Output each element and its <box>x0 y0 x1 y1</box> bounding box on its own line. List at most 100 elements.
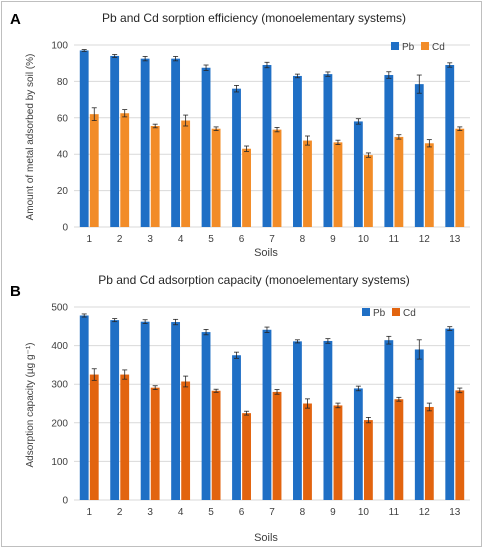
x-tick-label: 7 <box>269 234 275 245</box>
bar-pb <box>445 65 455 228</box>
bar-cd <box>363 155 373 227</box>
y-tick-label: 0 <box>62 496 68 507</box>
x-tick-label: 13 <box>449 234 461 245</box>
bar-pb <box>353 388 363 500</box>
bar-cd <box>424 406 434 500</box>
bar-pb <box>171 322 181 500</box>
bar-cd <box>333 405 343 500</box>
x-tick-label: 5 <box>208 507 214 518</box>
x-tick-label: 8 <box>300 507 306 518</box>
y-tick-label: 60 <box>57 113 69 124</box>
x-tick-label: 5 <box>208 234 214 245</box>
bar-cd <box>242 148 251 227</box>
legend-swatch-pb-b <box>362 308 370 316</box>
x-tick-label: 8 <box>300 234 306 245</box>
bar-cd <box>272 391 282 500</box>
x-tick-label: 11 <box>389 234 400 245</box>
y-tick-labels-b: 0 100 200 300 400 500 <box>51 303 68 507</box>
y-tick-label: 400 <box>51 341 68 352</box>
y-tick-label: 20 <box>57 186 69 197</box>
bar-cd <box>150 125 160 227</box>
bar-pb <box>323 74 333 228</box>
bar-cd <box>211 128 221 227</box>
bar-pb <box>262 329 272 500</box>
y-axis-label-a: Amount of metal adsorbed by soil (%) <box>25 54 36 221</box>
bar-cd <box>363 420 373 500</box>
bar-cd <box>181 120 191 227</box>
bar-cd <box>455 390 465 500</box>
x-tick-labels-b: 1 2 3 4 5 6 7 8 9 10 11 12 13 <box>86 507 460 518</box>
y-tick-label: 500 <box>51 303 68 314</box>
bar-pb <box>323 340 333 500</box>
bar-pb <box>293 75 302 227</box>
bar-pb <box>384 75 394 227</box>
bar-cd <box>333 142 343 227</box>
bar-cd <box>303 403 312 500</box>
bar-pb <box>171 58 181 228</box>
bar-pb <box>110 320 120 500</box>
legend-label-pb-a: Pb <box>402 42 415 53</box>
y-tick-label: 40 <box>57 150 69 161</box>
gridlines-a <box>74 44 470 228</box>
bar-cd <box>120 374 130 500</box>
bar-cd <box>89 374 99 500</box>
bar-pb <box>414 349 424 500</box>
x-tick-label: 9 <box>330 234 336 245</box>
x-tick-label: 3 <box>147 507 153 518</box>
bar-pb <box>445 328 455 500</box>
legend-swatch-cd-a <box>421 42 429 50</box>
legend-swatch-cd-b <box>392 308 400 316</box>
bar-cd <box>272 129 282 227</box>
bar-cd <box>303 140 312 227</box>
chart-panel-b: B Pb and Cd adsorption capacity (monoele… <box>10 273 470 544</box>
legend-label-cd-b: Cd <box>403 308 416 319</box>
chart-title-a: Pb and Cd sorption efficiency (monoeleme… <box>102 11 406 25</box>
chart-title-b: Pb and Cd adsorption capacity (monoeleme… <box>98 273 409 287</box>
bar-cd <box>394 136 404 227</box>
x-tick-label: 4 <box>178 507 184 518</box>
legend-a: Pb Cd <box>391 42 445 53</box>
x-axis-label-a: Soils <box>254 247 278 259</box>
bar-pb <box>384 340 394 500</box>
x-tick-label: 4 <box>178 234 184 245</box>
x-tick-label: 13 <box>449 507 461 518</box>
y-tick-label: 100 <box>51 41 68 52</box>
legend-label-cd-a: Cd <box>432 42 445 53</box>
bar-pb <box>140 58 150 228</box>
bar-pb <box>201 332 211 500</box>
bar-pb <box>140 321 150 500</box>
panel-letter-b: B <box>10 283 21 300</box>
bar-pb <box>79 315 89 500</box>
x-tick-label: 12 <box>419 234 431 245</box>
bar-cd <box>242 413 251 500</box>
bar-cd <box>455 128 465 227</box>
bars-a <box>79 49 465 228</box>
legend-label-pb-b: Pb <box>373 308 386 319</box>
x-tick-label: 1 <box>86 507 92 518</box>
bar-pb <box>232 355 241 500</box>
bar-pb <box>232 88 241 228</box>
x-tick-label: 2 <box>117 234 123 245</box>
x-tick-label: 10 <box>358 234 370 245</box>
x-tick-label: 2 <box>117 507 123 518</box>
chart-panel-a: A Pb and Cd sorption efficiency (monoele… <box>10 11 470 259</box>
bars-b <box>79 313 465 500</box>
bar-pb <box>353 121 363 227</box>
legend-b: Pb Cd <box>362 308 416 319</box>
x-tick-label: 12 <box>419 507 431 518</box>
x-axis-label-b: Soils <box>254 532 278 544</box>
x-tick-labels-a: 1 2 3 4 5 6 7 8 9 10 11 12 13 <box>86 234 460 245</box>
x-tick-label: 11 <box>389 507 400 518</box>
bar-cd <box>394 399 404 500</box>
y-tick-label: 200 <box>51 418 68 429</box>
bar-cd <box>424 143 434 227</box>
x-tick-label: 1 <box>86 234 92 245</box>
bar-pb <box>414 84 424 227</box>
bar-cd <box>211 390 221 500</box>
y-tick-labels-a: 0 20 40 60 80 100 <box>51 41 68 234</box>
bar-cd <box>89 114 99 227</box>
x-tick-label: 10 <box>358 507 370 518</box>
bar-pb <box>201 67 211 227</box>
bar-pb <box>79 50 89 228</box>
